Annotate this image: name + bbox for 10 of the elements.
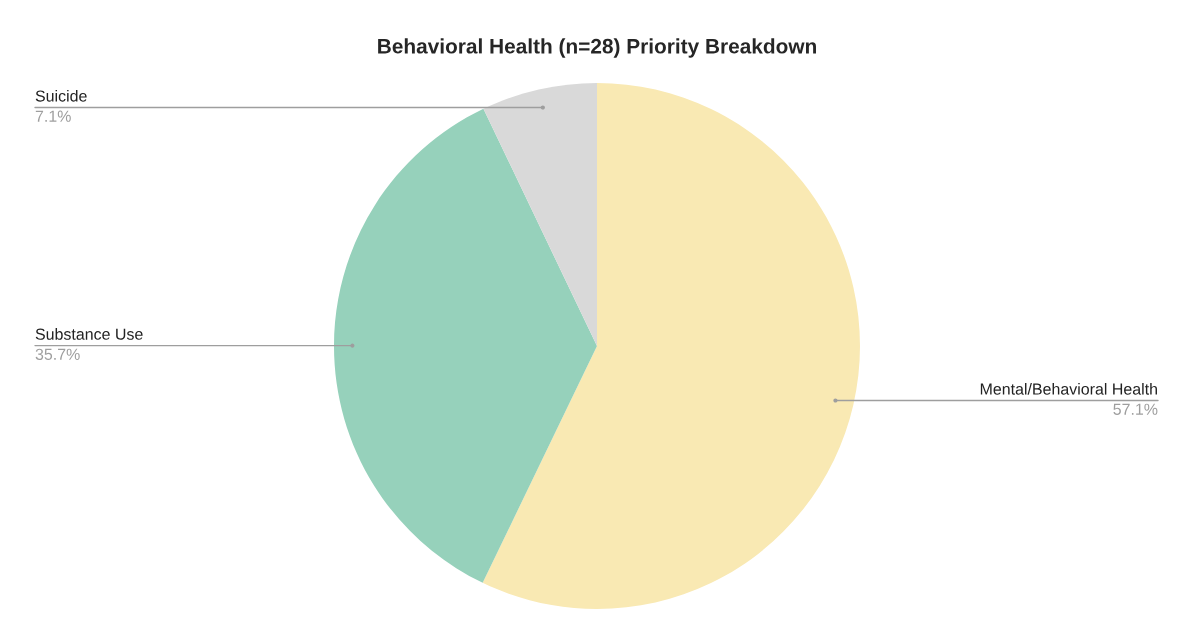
slice-label: Suicide — [35, 89, 87, 102]
data-label: 7.1% — [35, 110, 71, 122]
slice-label: Mental/Behavioral Health — [980, 383, 1157, 395]
pie-slice — [334, 108, 597, 583]
pie-slice — [483, 83, 597, 346]
data-label: 35.7% — [35, 348, 80, 360]
slice-label: Substance Use — [35, 328, 143, 340]
data-label: 57.1% — [1113, 403, 1158, 415]
pie-slice — [482, 83, 860, 609]
chart-title: Behavioral Health (n=28) Priority Breakdown — [378, 38, 816, 58]
